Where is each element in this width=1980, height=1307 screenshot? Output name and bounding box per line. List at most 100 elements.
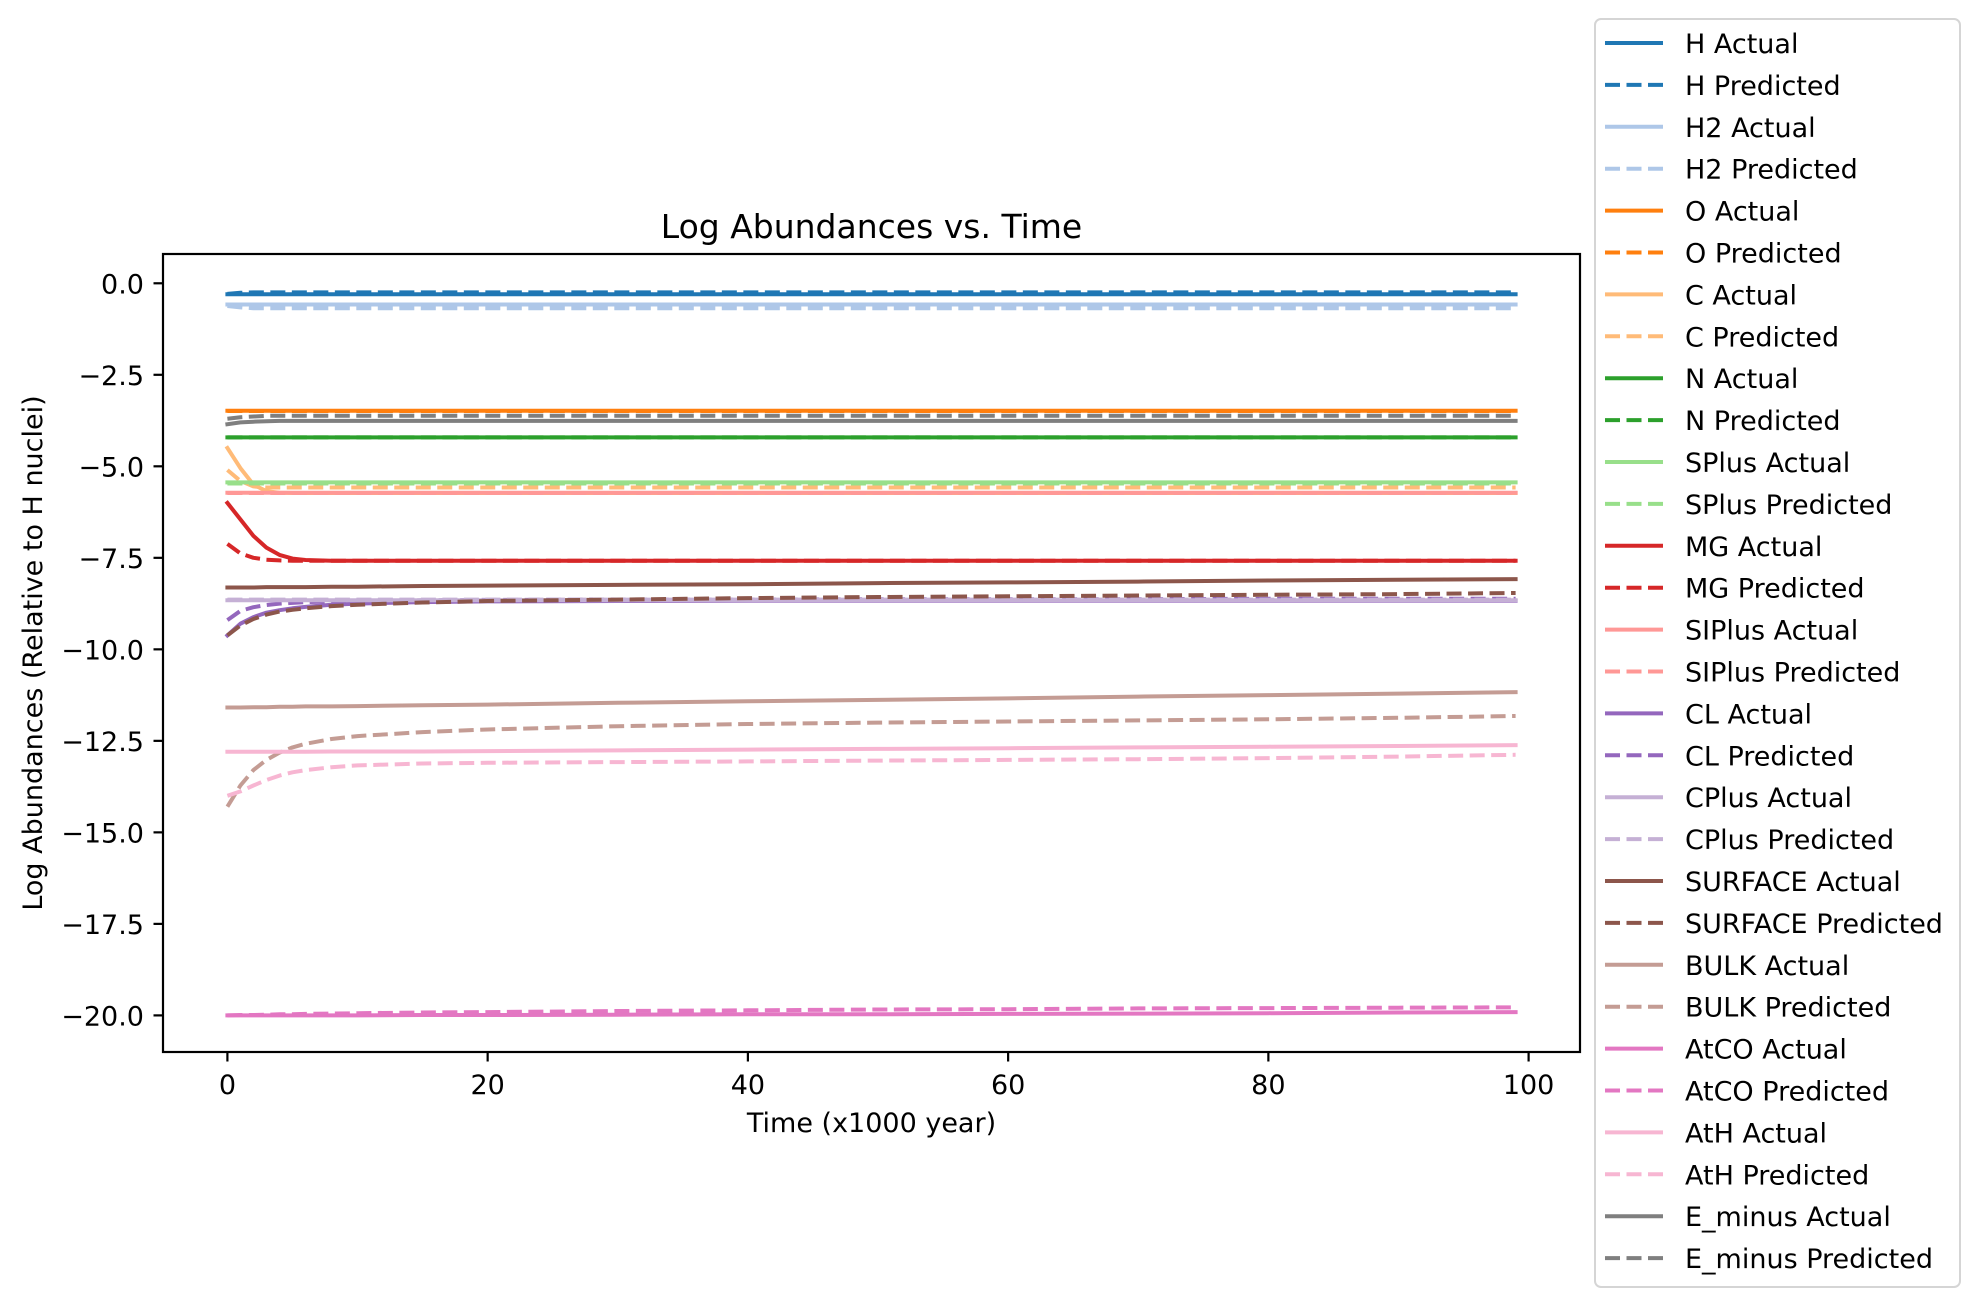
plot-area [163, 254, 1580, 1052]
legend-label: CPlus Predicted [1685, 825, 1894, 856]
legend-label: BULK Predicted [1685, 993, 1891, 1024]
legend-entry: BULK Actual [1605, 951, 1849, 982]
legend-entry: BULK Predicted [1605, 993, 1891, 1024]
legend-label: N Actual [1685, 364, 1798, 395]
legend-entry: CL Predicted [1605, 741, 1854, 772]
legend-entry: SURFACE Predicted [1605, 909, 1943, 940]
series-line-atco-actual [225, 1010, 1518, 1018]
legend-entry: AtCO Predicted [1605, 1077, 1889, 1108]
series-line-ath-actual [225, 743, 1518, 754]
x-tick-label: 20 [470, 1070, 504, 1101]
legend-entry: CPlus Actual [1605, 783, 1852, 814]
series-line-mg-predicted [226, 542, 1516, 563]
legend-entry: H Predicted [1605, 71, 1841, 102]
legend-entry: O Predicted [1605, 239, 1842, 270]
y-tick-label: −10.0 [61, 635, 144, 666]
legend-label: MG Actual [1685, 532, 1822, 563]
legend-label: E_minus Predicted [1685, 1244, 1933, 1275]
legend-entry: E_minus Actual [1605, 1202, 1891, 1233]
legend-label: H2 Actual [1685, 113, 1816, 144]
legend-label: AtH Predicted [1685, 1160, 1869, 1191]
legend-entry: AtH Actual [1605, 1118, 1827, 1149]
legend-label: BULK Actual [1685, 951, 1849, 982]
y-tick-label: −12.5 [61, 727, 144, 758]
series-lines [224, 290, 1518, 1018]
legend-label: AtCO Predicted [1685, 1077, 1889, 1108]
legend-entry: AtH Predicted [1605, 1160, 1869, 1191]
legend-label: E_minus Actual [1685, 1202, 1891, 1233]
y-tick-label: −20.0 [61, 1001, 144, 1032]
legend-entry: H Actual [1605, 29, 1798, 60]
legend-label: AtCO Actual [1685, 1035, 1847, 1066]
x-axis-ticks: 0 20 40 60 80 100 [219, 1052, 1555, 1101]
chart-title: Log Abundances vs. Time [661, 207, 1082, 246]
legend-label: SIPlus Actual [1685, 616, 1858, 647]
legend-entry: MG Predicted [1605, 574, 1865, 605]
y-tick-label: −5.0 [78, 452, 144, 483]
legend-label: SPlus Predicted [1685, 490, 1892, 521]
x-tick-label: 40 [731, 1070, 765, 1101]
legend-entry: SIPlus Predicted [1605, 658, 1900, 689]
legend-entry: H2 Actual [1605, 113, 1816, 144]
legend-entry: AtCO Actual [1605, 1035, 1847, 1066]
legend-label: MG Predicted [1685, 574, 1865, 605]
legend-entry: C Actual [1605, 280, 1797, 311]
legend-label: H Actual [1685, 29, 1798, 60]
legend-entry: CL Actual [1605, 699, 1812, 730]
legend-label: SIPlus Predicted [1685, 658, 1900, 689]
legend-box [1594, 18, 1961, 1288]
legend-entry: H2 Predicted [1605, 155, 1858, 186]
legend-label: N Predicted [1685, 406, 1841, 437]
legend-label: H Predicted [1685, 71, 1841, 102]
y-axis-label: Log Abundances (Relative to H nuclei) [18, 395, 49, 910]
legend-label: CL Predicted [1685, 741, 1854, 772]
legend-entry: SIPlus Actual [1605, 616, 1858, 647]
legend-entry: SURFACE Actual [1605, 867, 1901, 898]
legend-label: CPlus Actual [1685, 783, 1852, 814]
y-axis-ticks: 0.0 −2.5 −5.0 −7.5 −10.0 −12.5 −15.0 −17.5 −20.0 [61, 269, 163, 1032]
series-line-ath-predicted [226, 752, 1516, 798]
x-tick-label: 0 [219, 1070, 236, 1101]
legend-label: O Predicted [1685, 239, 1842, 270]
legend-label: SPlus Actual [1685, 448, 1850, 479]
legend-entry: MG Actual [1605, 532, 1822, 563]
legend-label: SURFACE Predicted [1685, 909, 1943, 940]
series-line-bulk-predicted [225, 714, 1516, 808]
series-line-bulk-actual [225, 690, 1518, 710]
x-tick-label: 80 [1251, 1070, 1285, 1101]
legend-label: C Actual [1685, 280, 1797, 311]
legend-label: SURFACE Actual [1685, 867, 1901, 898]
series-line-e-minus-actual [225, 418, 1518, 427]
y-tick-label: −17.5 [61, 910, 144, 941]
y-tick-label: 0.0 [101, 269, 144, 300]
legend-entry: C Predicted [1605, 322, 1839, 353]
series-line-surface-actual [225, 577, 1518, 590]
series-line-surface-predicted [226, 591, 1516, 637]
legend-entry: O Actual [1605, 197, 1799, 228]
series-line-atco-predicted [227, 1005, 1516, 1018]
legend-label: H2 Predicted [1685, 155, 1858, 186]
series-line-h2-predicted [227, 304, 1516, 311]
x-tick-label: 60 [991, 1070, 1025, 1101]
x-axis-label: Time (x1000 year) [746, 1108, 996, 1139]
legend-entry: E_minus Predicted [1605, 1244, 1933, 1275]
y-tick-label: −2.5 [78, 361, 144, 392]
series-line-e-minus-predicted [227, 413, 1516, 421]
legend-label: AtH Actual [1685, 1118, 1827, 1149]
legend: H Actual H Predicted H2 Actual H2 Predicted… [1594, 18, 1961, 1288]
legend-entry: CPlus Predicted [1605, 825, 1894, 856]
legend-entry: SPlus Actual [1605, 448, 1850, 479]
legend-entry: SPlus Predicted [1605, 490, 1892, 521]
legend-label: O Actual [1685, 197, 1799, 228]
legend-entry: N Predicted [1605, 406, 1841, 437]
y-tick-label: −7.5 [78, 544, 144, 575]
legend-label: C Predicted [1685, 322, 1839, 353]
legend-entry: N Actual [1605, 364, 1798, 395]
axes-frame [161, 252, 1582, 1054]
legend-label: CL Actual [1685, 699, 1812, 730]
y-tick-label: −15.0 [61, 818, 144, 849]
x-tick-label: 100 [1503, 1070, 1555, 1101]
series-line-c-predicted [226, 468, 1516, 490]
series-line-h-predicted [227, 290, 1516, 296]
